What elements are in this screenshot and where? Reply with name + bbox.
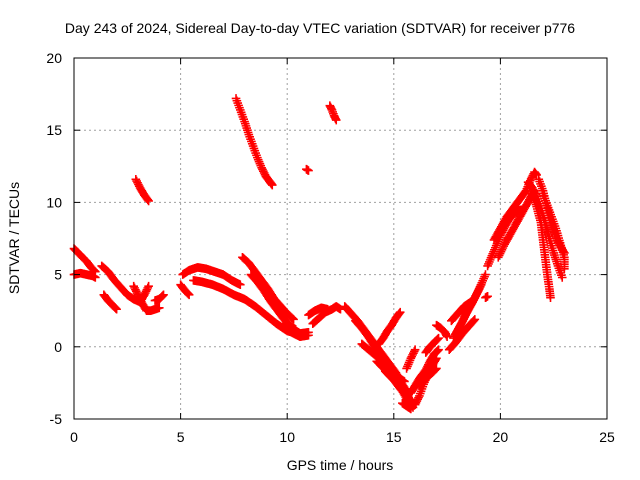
data-point (476, 280, 486, 290)
data-point (159, 290, 168, 300)
data-point (143, 195, 153, 205)
x-tick-label: 5 (177, 429, 185, 445)
axis-ticks: 0 5 10 15 20 25 -5 0 5 10 15 20 (46, 50, 615, 445)
data-point (144, 196, 153, 206)
x-tick-label: 10 (279, 429, 295, 445)
data-point (267, 180, 277, 190)
data-point (304, 166, 313, 175)
x-tick-label: 15 (386, 429, 402, 445)
grid-lines (74, 58, 607, 419)
y-tick-label: -5 (50, 411, 63, 427)
y-tick-label: 20 (46, 50, 62, 66)
data-point (400, 377, 409, 386)
y-tick-label: 5 (54, 267, 62, 283)
data-point (91, 273, 100, 282)
x-axis-label: GPS time / hours (287, 457, 394, 473)
y-axis-label: SDTVAR / TECUs (6, 182, 22, 294)
data-point (158, 291, 167, 300)
data-point (144, 281, 153, 291)
data-point (184, 290, 194, 300)
data-point (432, 364, 441, 373)
y-tick-label: 0 (54, 339, 62, 355)
data-point (434, 345, 443, 354)
x-tick-label: 20 (493, 429, 509, 445)
data-point (235, 280, 245, 290)
y-tick-label: 15 (46, 122, 62, 138)
data-point (434, 333, 443, 343)
data-point (433, 346, 443, 355)
data-point (470, 315, 480, 324)
data-points (69, 94, 569, 414)
data-point (112, 304, 121, 314)
data-point (481, 270, 490, 279)
data-point (404, 393, 414, 402)
data-point (406, 404, 416, 414)
x-tick-label: 0 (70, 429, 78, 445)
data-point (154, 303, 164, 313)
plot-frame (73, 57, 608, 420)
data-point (442, 332, 452, 341)
data-point (323, 304, 333, 314)
data-point (483, 291, 492, 301)
data-point (288, 314, 297, 323)
data-point (433, 334, 443, 344)
data-point (532, 170, 541, 180)
y-tick-label: 10 (46, 194, 62, 210)
data-point (431, 365, 440, 374)
x-tick-label: 25 (599, 429, 615, 445)
data-point (304, 330, 313, 340)
data-point (111, 304, 121, 313)
data-point (560, 264, 569, 274)
data-point (289, 315, 298, 324)
data-point (395, 308, 404, 318)
data-point (466, 297, 475, 307)
data-point (395, 307, 405, 317)
data-point (331, 115, 341, 125)
data-point (469, 316, 479, 325)
data-point (410, 345, 420, 354)
chart-title: Day 243 of 2024, Sidereal Day-to-day VTE… (65, 20, 575, 36)
data-point (546, 293, 555, 303)
data-point (183, 289, 193, 299)
data-point (557, 273, 567, 282)
